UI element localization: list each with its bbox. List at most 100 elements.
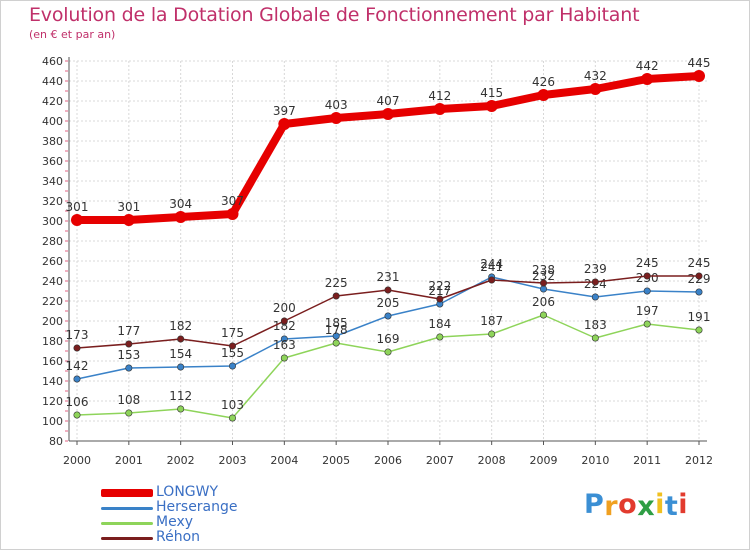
data-point <box>539 279 547 287</box>
x-tick-label: 2005 <box>322 454 350 467</box>
x-tick-label: 2007 <box>426 454 454 467</box>
data-label: 155 <box>221 346 244 360</box>
data-label: 182 <box>273 319 296 333</box>
data-point <box>332 292 340 300</box>
x-tick-label: 2008 <box>478 454 506 467</box>
chart-subtitle: (en € et par an) <box>29 28 116 41</box>
legend-swatch <box>101 521 153 525</box>
data-label: 154 <box>169 347 192 361</box>
data-label: 197 <box>636 304 659 318</box>
data-point <box>384 312 392 320</box>
data-label: 184 <box>428 317 451 331</box>
y-tick-label: 420 <box>42 95 63 108</box>
legend-swatch <box>101 536 153 540</box>
data-point <box>384 286 392 294</box>
y-tick-label: 340 <box>42 175 63 188</box>
data-label: 187 <box>480 314 503 328</box>
x-tick-label: 2010 <box>581 454 609 467</box>
y-tick-label: 160 <box>42 355 63 368</box>
x-tick-label: 2000 <box>63 454 91 467</box>
data-label: 232 <box>532 269 555 283</box>
data-point <box>485 100 498 112</box>
data-point <box>488 330 496 338</box>
y-tick-label: 120 <box>42 395 63 408</box>
data-point <box>643 272 651 280</box>
data-label: 153 <box>117 348 140 362</box>
y-tick-label: 380 <box>42 135 63 148</box>
data-label: 442 <box>636 59 659 73</box>
data-label: 301 <box>117 200 140 214</box>
data-label: 304 <box>169 197 192 211</box>
data-point <box>73 344 81 352</box>
data-label: 205 <box>377 296 400 310</box>
data-point <box>174 211 187 223</box>
data-point <box>278 118 291 130</box>
x-tick-label: 2011 <box>633 454 661 467</box>
data-label: 177 <box>117 324 140 338</box>
data-label: 307 <box>221 194 244 208</box>
data-label: 183 <box>584 318 607 332</box>
data-point <box>177 335 185 343</box>
data-point <box>384 348 392 356</box>
data-label: 238 <box>532 263 555 277</box>
data-label: 185 <box>325 316 348 330</box>
y-tick-label: 140 <box>42 375 63 388</box>
data-label: 200 <box>273 301 296 315</box>
series-r-hon: 173 177 182 175 200 225 231 222 241 238 239 245 245 <box>66 256 710 352</box>
x-tick-label: 2006 <box>374 454 402 467</box>
line-chart: 80 100 120 140 160 180 200 220 240 260 280 300 320 34… <box>42 55 713 467</box>
legend-label: Herserange <box>156 499 238 515</box>
data-label: 108 <box>117 393 140 407</box>
y-tick-label: 360 <box>42 155 63 168</box>
x-tick-label: 2003 <box>219 454 247 467</box>
data-point <box>433 103 446 115</box>
data-label: 222 <box>428 279 451 293</box>
y-tick-label: 400 <box>42 115 63 128</box>
y-tick-label: 280 <box>42 235 63 248</box>
logo-letter: o <box>618 489 638 520</box>
data-point <box>591 334 599 342</box>
data-point <box>488 276 496 284</box>
y-tick-label: 80 <box>49 435 63 448</box>
data-point <box>280 354 288 362</box>
legend-label: Réhon <box>156 529 201 545</box>
data-point <box>591 278 599 286</box>
data-label: 397 <box>273 104 296 118</box>
data-label: 301 <box>66 200 89 214</box>
x-tick-label: 2012 <box>685 454 713 467</box>
logo-letter: r <box>604 491 619 522</box>
x-tick-label: 2004 <box>270 454 298 467</box>
data-point <box>695 326 703 334</box>
y-tick-label: 200 <box>42 315 63 328</box>
data-label: 217 <box>428 284 451 298</box>
data-point <box>591 293 599 301</box>
data-point <box>73 411 81 419</box>
proxiti-logo: Proxiti <box>584 489 688 522</box>
y-tick-label: 180 <box>42 335 63 348</box>
data-point <box>125 364 133 372</box>
legend-swatch <box>101 489 153 497</box>
logo-letter: t <box>664 491 679 522</box>
data-point <box>332 332 340 340</box>
y-tick-label: 460 <box>42 55 63 68</box>
x-tick-label: 2009 <box>530 454 558 467</box>
logo-letter: P <box>584 489 605 520</box>
y-tick-label: 260 <box>42 255 63 268</box>
data-label: 142 <box>66 359 89 373</box>
data-point <box>589 83 602 95</box>
data-point <box>229 414 237 422</box>
data-label: 178 <box>325 323 348 337</box>
data-label: 112 <box>169 389 192 403</box>
data-label: 426 <box>532 75 555 89</box>
data-point <box>71 214 83 226</box>
data-point <box>73 375 81 383</box>
data-label: 103 <box>221 398 244 412</box>
data-label: 182 <box>169 319 192 333</box>
data-point <box>695 288 703 296</box>
data-point <box>539 285 547 293</box>
data-label: 241 <box>480 260 503 274</box>
data-label: 191 <box>688 310 711 324</box>
data-label: 244 <box>480 257 503 271</box>
x-tick-label: 2001 <box>115 454 143 467</box>
